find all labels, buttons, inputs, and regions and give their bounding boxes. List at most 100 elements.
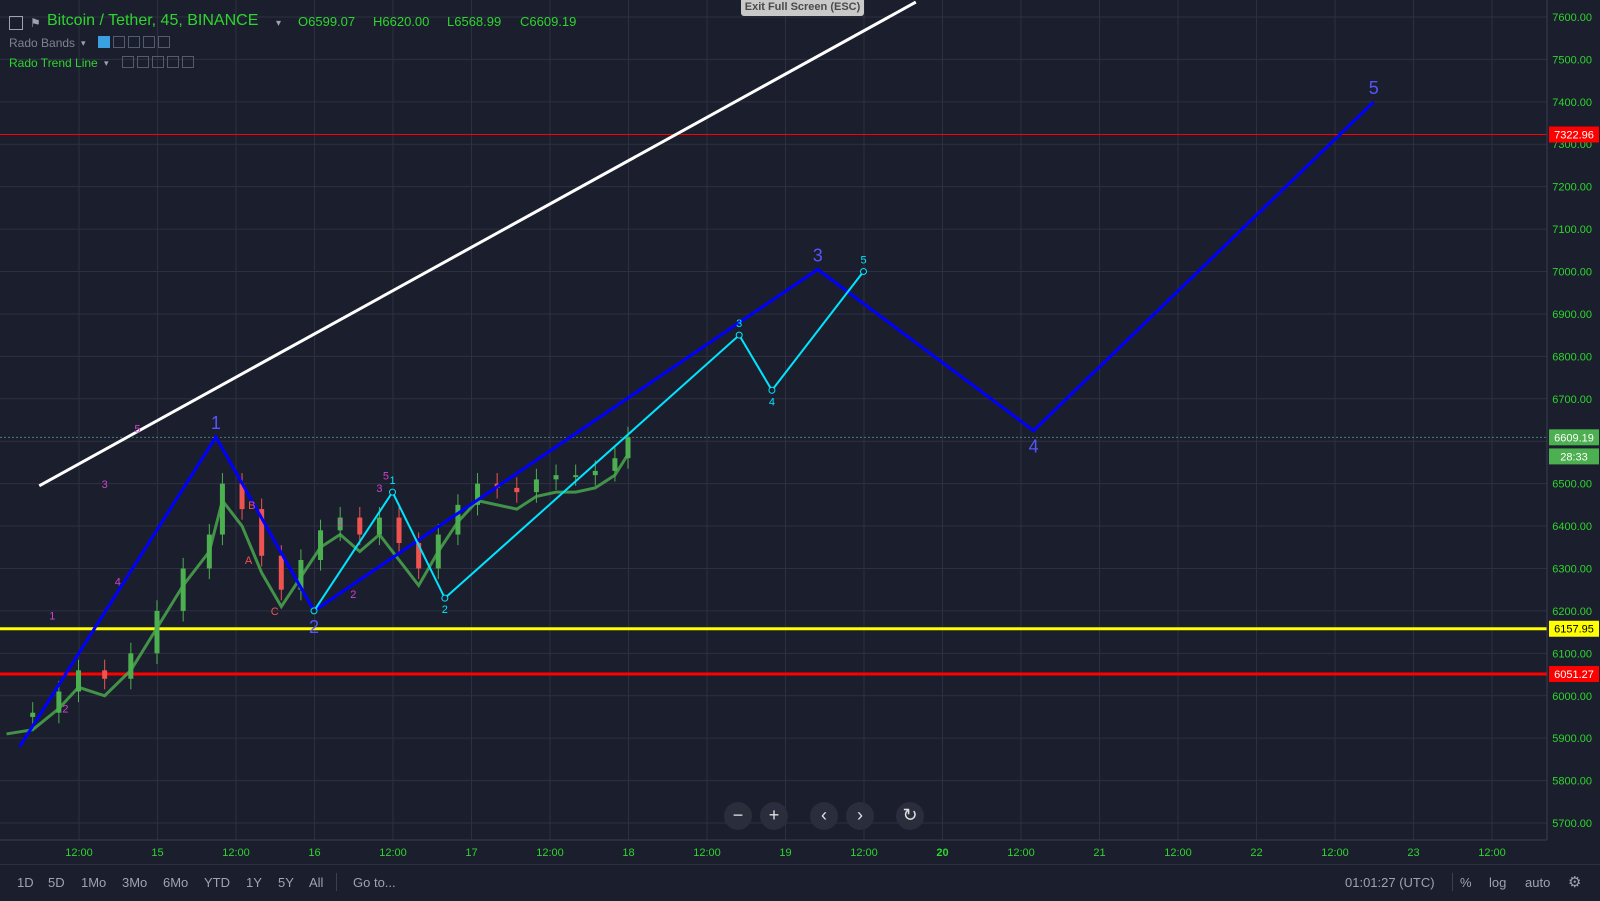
candle-body [128, 653, 134, 679]
candle-body [416, 543, 422, 569]
candle-body [239, 483, 245, 510]
sub-wave-point [310, 607, 318, 615]
y-tick-label: 7100.00 [1552, 224, 1592, 236]
indicator-1-controls[interactable] [98, 36, 170, 48]
price-tag-bg [1549, 448, 1599, 465]
range-3mo[interactable]: 3Mo [122, 875, 148, 890]
x-tick-label: 20 [936, 847, 948, 859]
more-icon[interactable] [143, 36, 155, 48]
x-tick-label: 12:00 [65, 847, 93, 859]
sub-wave-point [860, 268, 867, 276]
x-tick-label: 12:00 [1164, 847, 1192, 859]
sub-wave-point [441, 594, 449, 602]
collapse-icon[interactable] [9, 16, 23, 30]
candle-body [76, 670, 81, 692]
eye-icon[interactable] [122, 56, 134, 68]
annotation-label: 5 [383, 470, 389, 482]
candle-body [337, 517, 343, 531]
y-tick-label: 6400.00 [1552, 521, 1592, 533]
eye-icon[interactable] [98, 36, 110, 48]
y-tick-label: 6000.00 [1552, 691, 1592, 703]
y-tick-label: 5900.00 [1552, 733, 1592, 745]
y-tick-label: 6100.00 [1552, 648, 1592, 660]
chevron-down-icon[interactable]: ▾ [104, 58, 109, 68]
price-axis[interactable] [1547, 0, 1600, 840]
candle-body [592, 470, 598, 476]
range-1mo[interactable]: 1Mo [81, 875, 107, 890]
range-5y[interactable]: 5Y [278, 875, 294, 890]
scroll-left-button[interactable]: ‹ [810, 802, 838, 830]
x-tick-label: 12:00 [1007, 847, 1035, 859]
candle-body [625, 437, 631, 459]
settings-icon[interactable] [113, 36, 125, 48]
flag-icon[interactable]: ⚑ [30, 16, 41, 30]
zoom-in-button[interactable]: + [760, 802, 788, 830]
y-tick-label: 6300.00 [1552, 563, 1592, 575]
sub-wave-label: 3 [736, 318, 742, 330]
range-1d[interactable]: 1D [17, 875, 34, 890]
source-icon[interactable] [152, 56, 164, 68]
indicator-rado-trend-line[interactable]: Rado Trend Line [9, 56, 98, 70]
close-icon[interactable] [182, 56, 194, 68]
y-tick-label: 6500.00 [1552, 479, 1592, 491]
goto-button[interactable]: Go to... [353, 875, 396, 890]
x-tick-label: 15 [151, 847, 163, 859]
range-5d[interactable]: 5D [48, 875, 65, 890]
indicator-2-controls[interactable] [122, 56, 194, 68]
sub-wave-label: 5 [860, 255, 866, 267]
y-tick-label: 6200.00 [1552, 606, 1592, 618]
source-icon[interactable] [128, 36, 140, 48]
gear-icon[interactable]: ⚙ [1568, 874, 1582, 891]
candle-body [475, 483, 481, 505]
close-icon[interactable] [158, 36, 170, 48]
candle-body [514, 487, 520, 493]
x-tick-label: 19 [779, 847, 791, 859]
indicator-rado-bands[interactable]: Rado Bands [9, 36, 76, 50]
candle-body [30, 712, 36, 717]
candle-body [533, 479, 539, 493]
annotation-label: 5 [134, 424, 140, 436]
sub-wave-line [313, 270, 865, 612]
y-tick-label: 6700.00 [1552, 394, 1592, 406]
reset-chart-button[interactable]: ↻ [896, 802, 924, 830]
annotation-label: 1 [49, 610, 55, 622]
x-tick-label: 16 [308, 847, 320, 859]
sub-wave-label: 2 [442, 604, 448, 616]
bottom-toolbar: 1D 5D 1Mo 3Mo 6Mo YTD 1Y 5Y All Go to...… [0, 864, 1600, 901]
annotation-label: B [248, 500, 255, 512]
x-tick-label: 12:00 [693, 847, 721, 859]
x-tick-label: 18 [622, 847, 634, 859]
chevron-down-icon[interactable]: ▾ [81, 38, 86, 48]
range-6mo[interactable]: 6Mo [163, 875, 189, 890]
divider [336, 873, 337, 891]
settings-icon[interactable] [137, 56, 149, 68]
more-icon[interactable] [167, 56, 179, 68]
scroll-right-button[interactable]: › [846, 802, 874, 830]
primary-wave-label: 5 [1369, 78, 1379, 98]
zoom-out-button[interactable]: − [724, 802, 752, 830]
log-toggle[interactable]: log [1489, 875, 1507, 890]
x-axis-labels: 12:00 15 12:00 16 12:00 17 12:00 18 12:00 19 12:00… [65, 847, 1506, 859]
range-1y[interactable]: 1Y [246, 875, 262, 890]
auto-toggle[interactable]: auto [1525, 875, 1551, 890]
chevron-down-icon[interactable]: ▾ [276, 18, 282, 29]
range-ytd[interactable]: YTD [204, 875, 230, 890]
primary-wave-label: 2 [309, 617, 319, 637]
range-all[interactable]: All [309, 875, 324, 890]
sub-wave-point [768, 386, 776, 394]
x-tick-label: 12:00 [536, 847, 564, 859]
annotation-label: A [245, 555, 253, 567]
exit-fullscreen-button[interactable]: Exit Full Screen (ESC) [741, 0, 864, 16]
percent-toggle[interactable]: % [1460, 875, 1472, 890]
x-tick-label: 23 [1407, 847, 1419, 859]
grid [0, 0, 1547, 840]
horizontal-levels[interactable] [0, 0, 1547, 676]
symbol-title[interactable]: Bitcoin / Tether, 45, BINANCE [47, 12, 259, 29]
candle-body [396, 517, 402, 544]
price-tag-label: 7322.96 [1554, 130, 1594, 142]
ohlc-low: L6568.99 [447, 14, 502, 29]
